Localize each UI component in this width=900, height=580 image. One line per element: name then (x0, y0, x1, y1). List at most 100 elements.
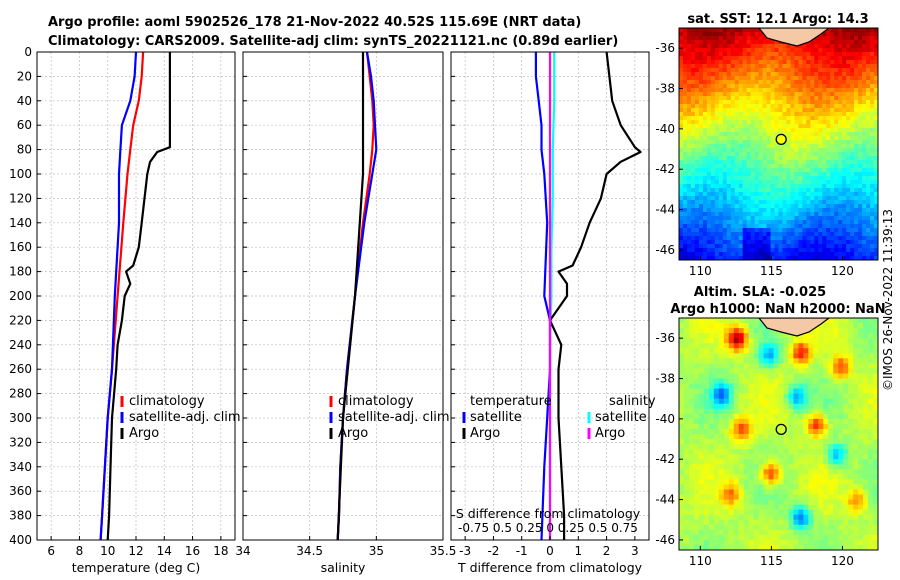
map-cell (762, 168, 768, 173)
map-cell (853, 338, 859, 344)
map-cell (726, 124, 732, 129)
map-cell (679, 164, 684, 169)
map-cell (813, 348, 819, 354)
map-cell (714, 180, 720, 185)
map-cell (754, 120, 760, 125)
map-cell (723, 519, 730, 526)
map-cell (853, 434, 859, 440)
map-cell (842, 180, 847, 185)
map-cell (834, 152, 839, 157)
map-cell (818, 514, 824, 521)
map-cell (838, 148, 843, 153)
map-cell (743, 338, 750, 344)
map-cell (713, 328, 720, 334)
map-cell (803, 393, 809, 400)
map-cell (733, 454, 740, 460)
map-cell (682, 164, 688, 169)
map-cell (683, 403, 690, 410)
map-cell (858, 232, 863, 237)
map-cell (813, 469, 819, 475)
map-cell (698, 80, 704, 85)
map-cell (794, 88, 799, 93)
map-cell (788, 363, 795, 370)
map-cell (790, 248, 796, 253)
map-cell (706, 176, 712, 181)
map-cell (798, 176, 803, 181)
map-cell (754, 240, 760, 245)
map-cell (802, 48, 807, 53)
map-cell (843, 403, 849, 410)
map-cell (830, 36, 835, 41)
map-cell (746, 84, 752, 89)
map-cell (858, 72, 863, 77)
map-cell (748, 398, 755, 405)
map-cell (718, 88, 724, 93)
map-cell (858, 156, 863, 161)
map-cell (706, 112, 712, 117)
map-cell (838, 124, 843, 129)
map-cell (738, 514, 745, 521)
map-cell (808, 524, 814, 531)
map-cell (806, 196, 811, 201)
map-cell (722, 196, 728, 201)
map-cell (818, 494, 824, 501)
map-cell (843, 348, 849, 354)
map-cell (848, 318, 854, 324)
map-cell (758, 474, 765, 480)
map-cell (693, 323, 700, 329)
map-cell (803, 423, 809, 430)
map-cell (806, 252, 811, 257)
map-cell (828, 434, 834, 440)
map-cell (782, 204, 788, 209)
map-cell (770, 40, 776, 45)
map-cell (686, 128, 692, 133)
map-cell (694, 236, 700, 241)
map-cell (774, 232, 780, 237)
map-cell (773, 444, 780, 450)
map-cell (770, 212, 776, 217)
map-cell (853, 439, 859, 445)
map-cell (870, 148, 875, 153)
map-cell (708, 378, 715, 385)
map-cell (726, 60, 732, 65)
map-cell (803, 504, 809, 511)
map-cell (763, 469, 770, 475)
map-cell (794, 64, 799, 69)
map-cell (703, 464, 710, 470)
map-cell (850, 152, 855, 157)
map-cell (743, 428, 750, 435)
map-cell (802, 208, 807, 213)
map-cell (846, 44, 851, 49)
map-cell (838, 534, 844, 541)
map-cell (738, 124, 744, 129)
map-cell (683, 464, 690, 470)
map-cell (848, 444, 854, 450)
map-cell (814, 196, 819, 201)
map-cell (843, 469, 849, 475)
map-cell (778, 164, 784, 169)
map-cell (842, 80, 847, 85)
map-cell (870, 232, 875, 237)
map-cell (728, 423, 735, 430)
map-cell (838, 539, 844, 546)
map-cell (703, 343, 710, 349)
map-cell (848, 323, 854, 329)
map-cell (688, 519, 695, 526)
map-cell (773, 449, 780, 455)
map-cell (766, 104, 772, 109)
map-cell (748, 363, 755, 370)
map-cell (838, 144, 843, 149)
map-cell (833, 338, 839, 344)
map-cell (834, 132, 839, 137)
map-cell (814, 244, 819, 249)
map-cell (728, 398, 735, 405)
map-cell (686, 168, 692, 173)
map-cell (758, 80, 764, 85)
map-cell (708, 539, 715, 546)
map-cell (794, 148, 799, 153)
map-cell (710, 84, 716, 89)
map-cell (778, 343, 785, 349)
map-cell (853, 413, 859, 420)
map-cell (838, 459, 844, 465)
map-cell (798, 220, 803, 225)
